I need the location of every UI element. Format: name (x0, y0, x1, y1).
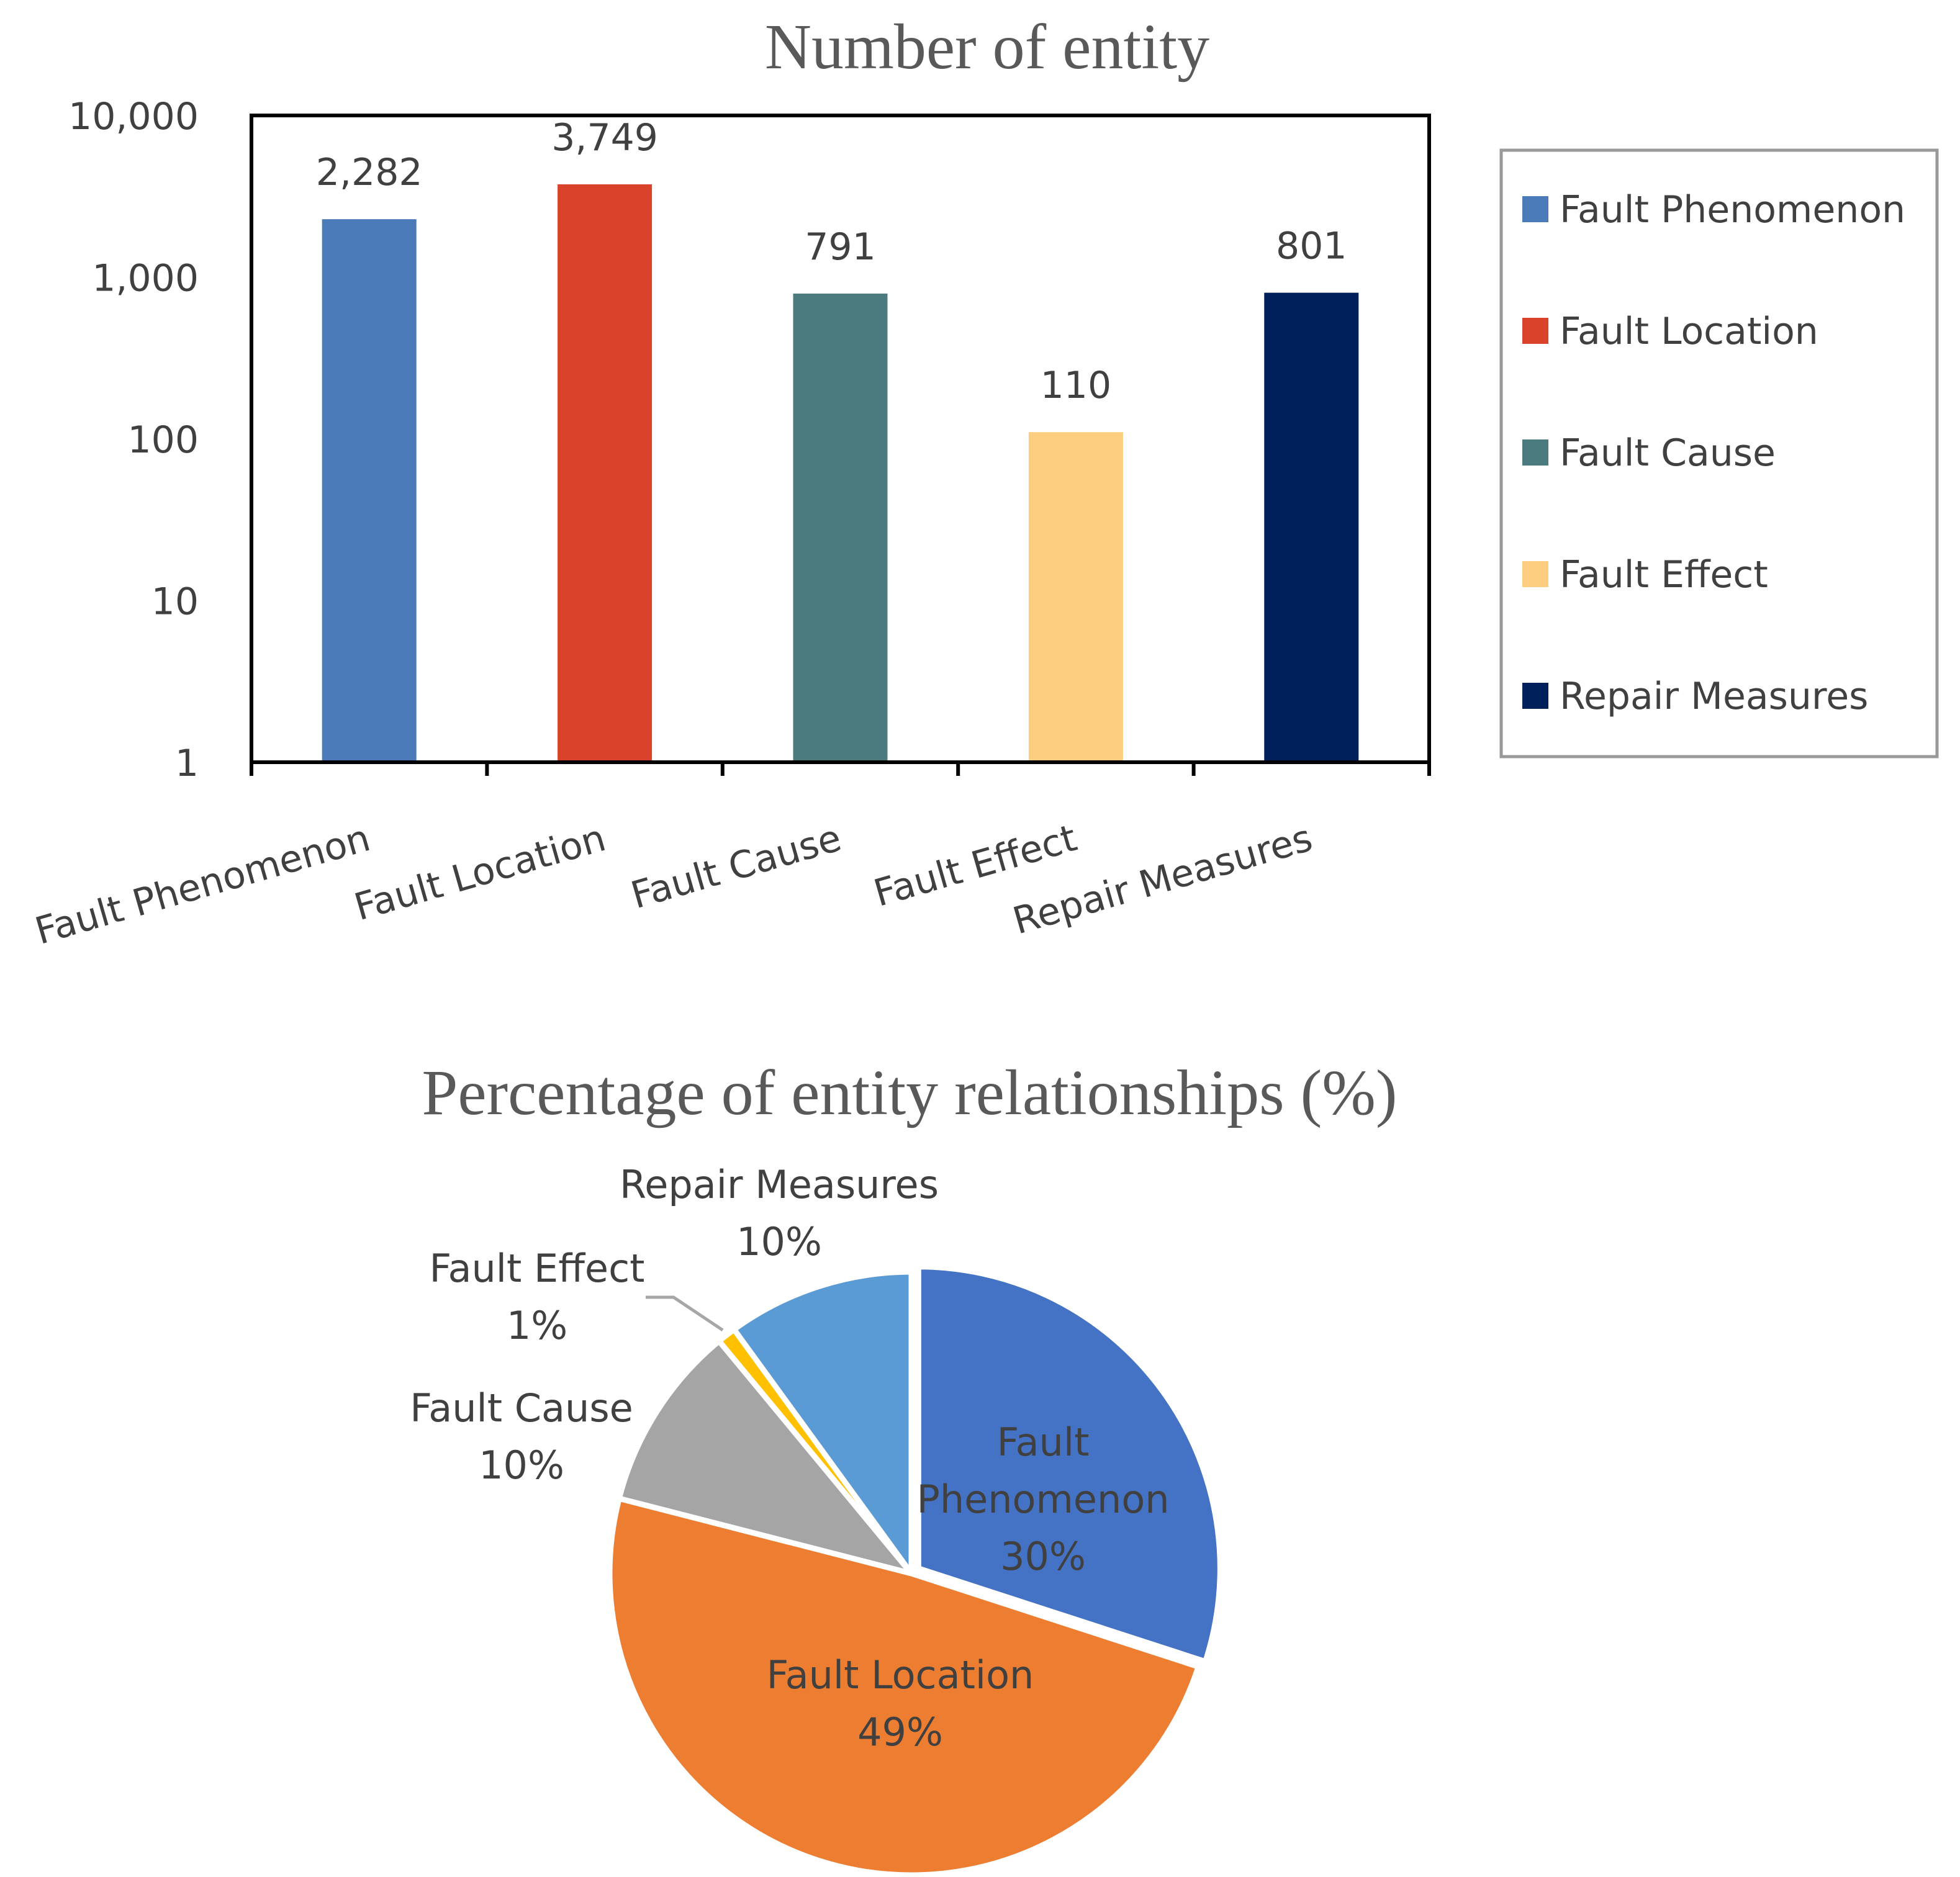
bar-chart-title: Number of entity (765, 11, 1209, 83)
pie-label-fault-effect: Fault Effect 1% (430, 1246, 645, 1348)
pie-chart: Percentage of entity relationships (%) F… (410, 1057, 1398, 1877)
pie-slice-fault-cause (616, 1338, 915, 1577)
bar-repair-measures (1264, 292, 1359, 762)
y-tick-label: 1,000 (92, 257, 199, 300)
y-tick-label: 10,000 (68, 95, 199, 138)
legend-label: Repair Measures (1560, 675, 1868, 718)
y-tick-label: 1 (175, 742, 199, 785)
legend-swatch (1522, 439, 1548, 466)
bar-series (322, 184, 1359, 763)
bar-value-label: 3,749 (551, 116, 658, 160)
legend-swatch (1522, 318, 1548, 344)
bar-value-label: 2,282 (316, 151, 423, 194)
pie-label-fault-cause: Fault Cause 10% (410, 1385, 633, 1488)
bar-fault-cause (793, 294, 888, 762)
pie-label-repair-measures: Repair Measures 10% (620, 1162, 939, 1264)
bar-value-label: 801 (1276, 225, 1347, 268)
x-axis-ticks (250, 762, 1431, 776)
y-tick-label: 10 (151, 580, 199, 624)
pie-label-fault-location: Fault Location 49% (767, 1652, 1034, 1755)
pie-leader-lines (646, 1295, 724, 1332)
y-axis-ticks: 1 10 100 1,000 10,000 (68, 95, 199, 785)
pie-slices (607, 1264, 1223, 1877)
bar-value-label: 791 (805, 225, 876, 269)
legend-swatch (1522, 561, 1548, 587)
pie-slice-labels: Fault Phenomenon 30% Fault Location 49% Fault… (410, 1162, 1169, 1755)
legend-swatch (1522, 683, 1548, 709)
pie-slice-repair-measures (731, 1269, 915, 1577)
pie-slice-fault-location (607, 1495, 1201, 1877)
bar-fault-phenomenon (322, 219, 417, 762)
pie-label-fault-phenomenon: Fault Phenomenon 30% (916, 1420, 1169, 1579)
x-tick-label-fault-cause: Fault Cause (626, 816, 846, 917)
x-tick-label-fault-location: Fault Location (350, 816, 610, 929)
pie-chart-title: Percentage of entity relationships (%) (422, 1057, 1397, 1128)
legend-swatch (1522, 196, 1548, 222)
pie-slice-fault-phenomenon (915, 1264, 1223, 1665)
legend-label: Fault Location (1560, 310, 1818, 353)
x-tick-label-fault-phenomenon: Fault Phenomenon (30, 816, 375, 953)
legend-items: Fault Phenomenon Fault Location Fault Caus… (1522, 188, 1905, 718)
legend-label: Fault Effect (1560, 553, 1768, 596)
bar-value-label: 110 (1041, 364, 1112, 407)
bar-fault-location (558, 184, 653, 763)
leader-line (646, 1295, 724, 1332)
bar-value-labels: 2,282 3,749 791 110 801 (316, 116, 1347, 407)
plot-area-frame (250, 114, 1431, 764)
bar-fault-effect (1028, 432, 1123, 762)
legend-label: Fault Phenomenon (1560, 188, 1905, 232)
y-tick-label: 100 (127, 418, 199, 462)
legend: Fault Phenomenon Fault Location Fault Caus… (1499, 148, 1939, 758)
legend-frame (1499, 148, 1939, 758)
legend-label: Fault Cause (1560, 431, 1776, 475)
